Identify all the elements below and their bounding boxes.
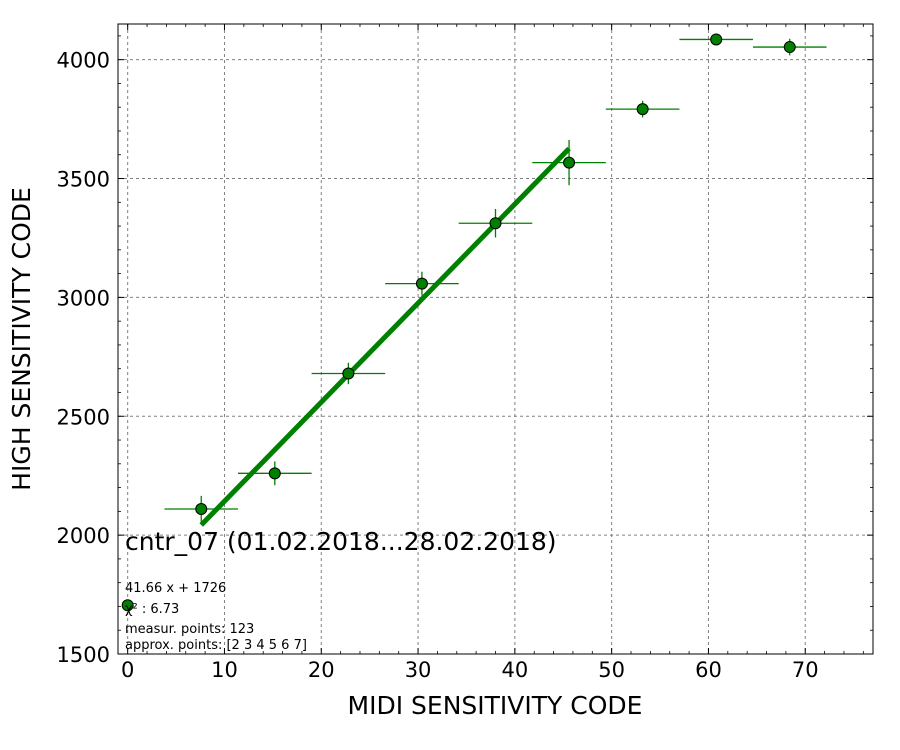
grid <box>118 24 873 655</box>
data-point <box>342 367 355 380</box>
data-point <box>636 103 649 116</box>
annotation-chi2: χ² : 6.73 <box>125 602 179 617</box>
y-tick-label: 2500 <box>57 405 110 429</box>
x-tick-label: 50 <box>598 658 625 682</box>
annotation-equation: 41.66 x + 1726 <box>125 581 226 596</box>
x-tick-labels: 0 10 20 30 40 50 60 70 <box>121 658 819 682</box>
x-tick-label: 0 <box>121 658 134 682</box>
x-tick-label: 70 <box>792 658 819 682</box>
data-points <box>121 33 796 612</box>
annotation-measur-points: measur. points: 123 <box>125 622 254 637</box>
y-tick-label: 1500 <box>57 643 110 667</box>
x-tick-label: 10 <box>211 658 238 682</box>
annotation-title: cntr_07 (01.02.2018...28.02.2018) <box>125 527 557 556</box>
x-tick-label: 20 <box>308 658 335 682</box>
data-point <box>415 277 428 290</box>
x-tick-label: 60 <box>695 658 722 682</box>
data-point <box>563 156 576 169</box>
data-point <box>710 33 723 46</box>
fit-line <box>199 146 571 527</box>
data-point <box>195 502 208 515</box>
x-axis-label: MIDI SENSITIVITY CODE <box>348 691 643 720</box>
x-tick-label: 30 <box>405 658 432 682</box>
data-point <box>121 599 134 612</box>
y-axis-label: HIGH SENSITIVITY CODE <box>7 187 36 491</box>
y-tick-label: 4000 <box>57 49 110 73</box>
data-point <box>268 467 281 480</box>
y-tick-label: 3000 <box>57 286 110 310</box>
x-tick-label: 40 <box>501 658 528 682</box>
y-tick-label: 3500 <box>57 168 110 192</box>
y-tick-labels: 1500 2000 2500 3000 3500 4000 <box>57 49 110 667</box>
data-point <box>489 217 502 230</box>
data-point <box>783 41 796 54</box>
fit-line-group <box>199 146 571 527</box>
annotation-approx-points: approx. points: [2 3 4 5 6 7] <box>125 638 307 653</box>
plot-frame <box>117 23 874 655</box>
y-tick-label: 2000 <box>57 524 110 548</box>
